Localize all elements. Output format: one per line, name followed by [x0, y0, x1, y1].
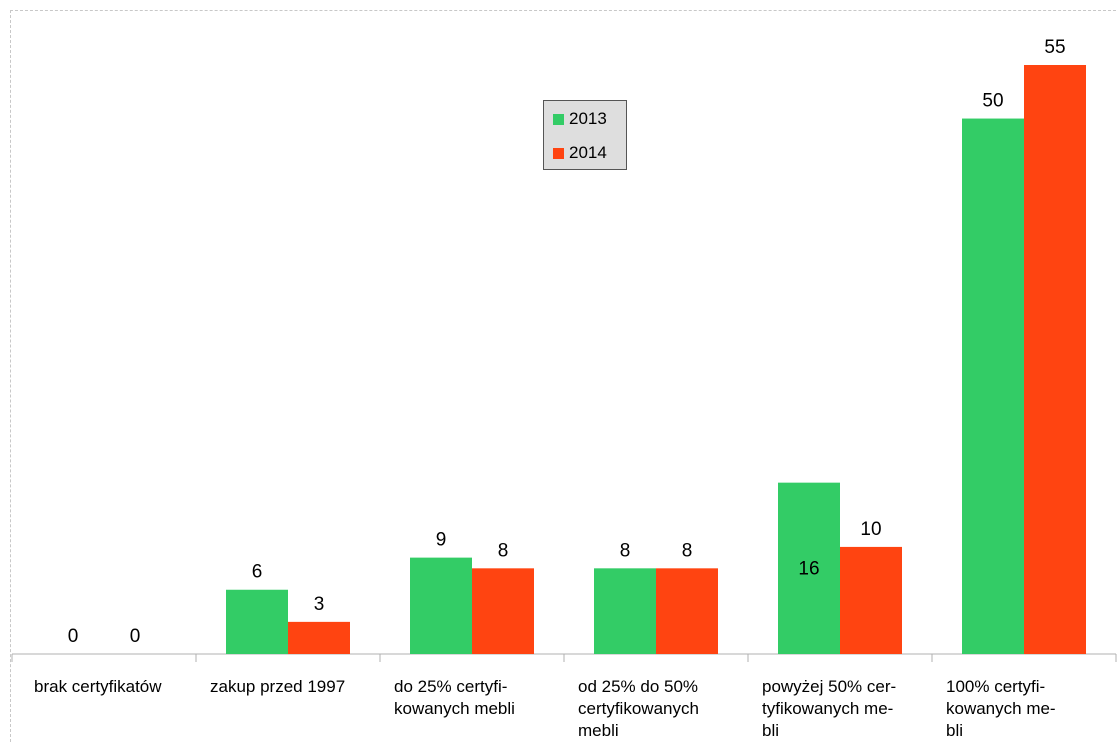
- bar-2013-3: [594, 568, 656, 654]
- bar-2014-5: [1024, 65, 1086, 654]
- x-tick-label: zakup przed 1997: [210, 677, 346, 696]
- data-label-2013-5: 50: [982, 91, 1003, 112]
- legend-label-2014: 2014: [569, 143, 607, 162]
- data-label-2013-1: 6: [252, 562, 263, 583]
- data-label-2013-2: 9: [436, 530, 447, 551]
- data-label-2013-4: 16: [798, 559, 819, 580]
- bar-2014-1: [288, 621, 350, 654]
- bar-2013-5: [962, 118, 1024, 654]
- x-tick-label: powyżej 50% cer-tyfikowanych me-bli: [762, 677, 897, 740]
- data-label-2013-3: 8: [620, 540, 631, 561]
- data-label-2014-3: 8: [682, 540, 693, 561]
- bar-2014-4: [840, 546, 902, 654]
- data-label-2014-4: 10: [860, 519, 881, 540]
- bar-2014-3: [656, 568, 718, 654]
- legend-swatch-2014: [553, 147, 564, 159]
- legend-item-2013: 2013: [553, 109, 607, 129]
- data-label-2014-2: 8: [498, 540, 509, 561]
- chart-frame: [10, 10, 1116, 742]
- x-tick-label: do 25% certyfi-kowanych mebli: [394, 677, 515, 718]
- bar-2014-2: [472, 568, 534, 654]
- data-label-2013-0: 0: [68, 626, 79, 647]
- legend: 2013 2014: [543, 100, 627, 170]
- legend-swatch-2013: [553, 113, 564, 125]
- x-tick-label: 100% certyfi-kowanych me-bli: [946, 677, 1056, 740]
- x-tick-label: od 25% do 50% certyfikowanych mebli: [578, 677, 699, 740]
- legend-label-2013: 2013: [569, 109, 607, 128]
- legend-item-2014: 2014: [553, 143, 607, 163]
- data-label-2014-0: 0: [130, 626, 141, 647]
- data-label-2014-5: 55: [1044, 37, 1065, 58]
- bar-2013-4: [778, 482, 840, 654]
- bar-2013-2: [410, 557, 472, 654]
- bar-2013-1: [226, 589, 288, 654]
- data-label-2014-1: 3: [314, 594, 325, 615]
- x-tick-label: brak certyfikatów: [34, 677, 162, 696]
